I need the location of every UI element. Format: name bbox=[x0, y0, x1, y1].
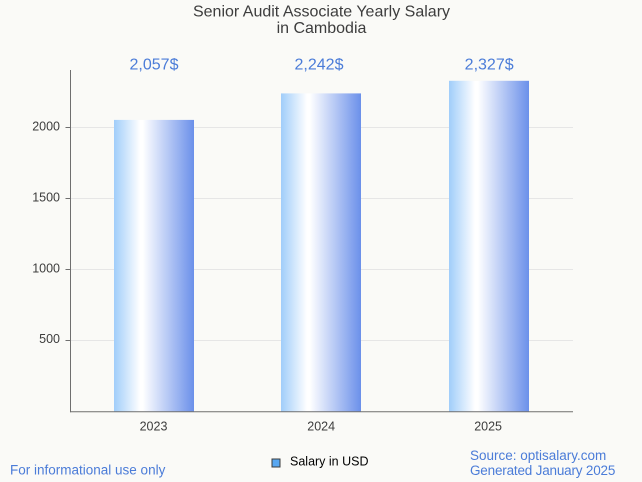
svg-text:2,057$: 2,057$ bbox=[130, 56, 179, 73]
svg-text:Generated January 2025: Generated January 2025 bbox=[470, 463, 615, 478]
svg-text:2024: 2024 bbox=[307, 420, 335, 434]
svg-text:in Cambodia: in Cambodia bbox=[277, 20, 367, 37]
svg-text:2000: 2000 bbox=[32, 120, 60, 134]
svg-text:Salary in USD: Salary in USD bbox=[290, 455, 369, 469]
svg-text:For informational use only: For informational use only bbox=[10, 463, 166, 478]
svg-text:500: 500 bbox=[39, 332, 60, 346]
svg-text:2023: 2023 bbox=[140, 420, 168, 434]
svg-text:2,242$: 2,242$ bbox=[295, 56, 344, 73]
svg-text:1500: 1500 bbox=[32, 191, 60, 205]
svg-text:Source: optisalary.com: Source: optisalary.com bbox=[470, 448, 606, 463]
svg-text:2,327$: 2,327$ bbox=[465, 56, 514, 73]
svg-text:1000: 1000 bbox=[32, 261, 60, 275]
svg-text:Senior Audit Associate Yearly: Senior Audit Associate Yearly Salary bbox=[193, 3, 450, 20]
svg-text:2025: 2025 bbox=[474, 420, 502, 434]
